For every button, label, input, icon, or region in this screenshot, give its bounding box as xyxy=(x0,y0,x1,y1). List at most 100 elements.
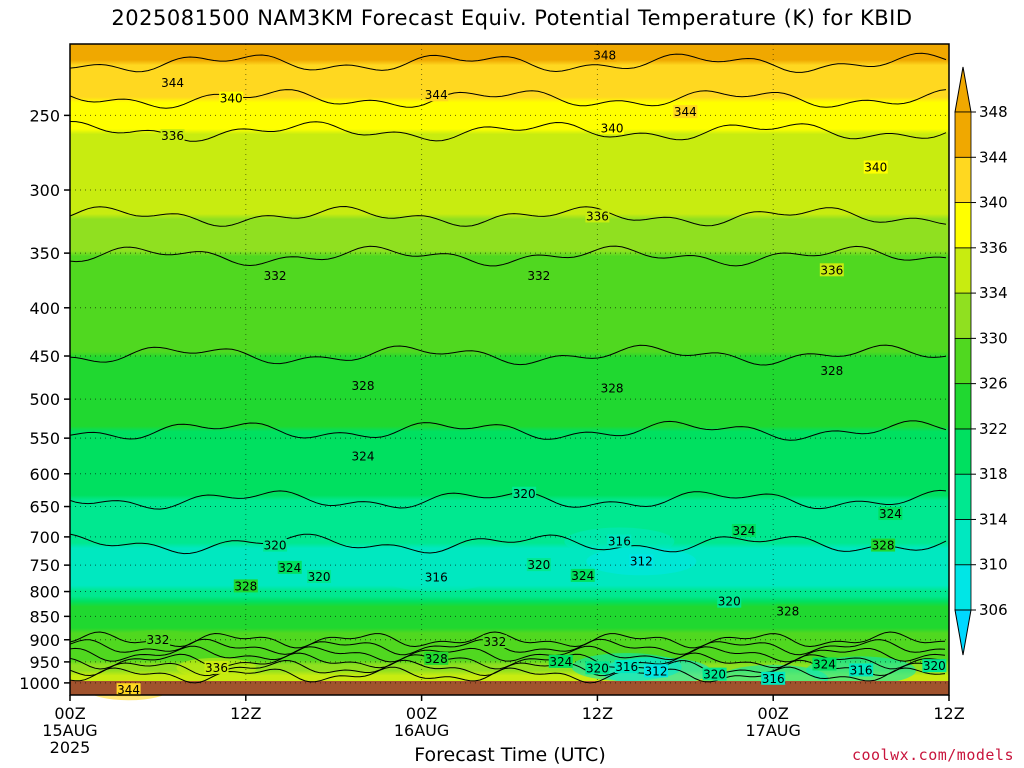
contour-label-bg xyxy=(351,449,375,463)
contour-line xyxy=(69,666,946,684)
contour-labels: 348 344 344 344 340 340 340 336 336 336 332 332 328 3… xyxy=(116,48,947,697)
y-tick-label: 400 xyxy=(29,299,60,318)
contour-label: 320 xyxy=(923,659,946,673)
contour-label-bg xyxy=(526,268,551,282)
contour-label: 320 xyxy=(718,595,741,609)
contour-label: 332 xyxy=(264,269,287,283)
contour-label: 320 xyxy=(527,558,550,572)
colorbar-label: 318 xyxy=(979,465,1008,483)
contour-label: 316 xyxy=(608,535,631,549)
axes: 250 300 350 400 450 500 550 600 650 700 750 800 850 9… xyxy=(19,43,965,757)
y-tick-label: 1000 xyxy=(19,674,60,693)
contour-label-bg xyxy=(819,364,844,378)
contour-label: 328 xyxy=(352,379,375,393)
x-tick-label: 00Z xyxy=(758,704,789,723)
colorbar-arrow-bottom xyxy=(954,609,972,656)
colorbar-label: 340 xyxy=(979,194,1008,212)
contour-label-bg xyxy=(219,91,244,105)
contour-line xyxy=(69,631,946,649)
chart-title: 2025081500 NAM3KM Forecast Equiv. Potent… xyxy=(111,6,913,30)
x-tick-year: 2025 xyxy=(50,738,91,757)
contour-label-bg xyxy=(424,88,449,102)
contour-label-bg xyxy=(644,664,668,678)
contour-label-bg xyxy=(819,263,844,277)
contour-label-bg xyxy=(424,651,449,665)
contour-label: 332 xyxy=(527,269,550,283)
contour-label: 344 xyxy=(161,76,184,90)
contour-label-bg xyxy=(673,105,698,119)
contour-label-bg xyxy=(614,660,639,674)
contour-label-bg xyxy=(812,657,837,671)
x-tick-date: 15AUG xyxy=(42,721,97,740)
contour-label: 316 xyxy=(850,663,873,677)
y-tick-label: 250 xyxy=(29,106,60,125)
y-tick-label: 500 xyxy=(29,390,60,409)
contour-lines xyxy=(69,52,947,684)
contour-label: 344 xyxy=(117,683,140,697)
contour-label: 336 xyxy=(205,661,228,675)
colorbar-segment xyxy=(954,337,972,385)
colorbar-segment xyxy=(954,428,972,475)
contour-label-bg xyxy=(585,209,610,223)
contour-label-bg xyxy=(849,663,874,677)
x-axis-label: Forecast Time (UTC) xyxy=(414,744,606,766)
contour-label-bg xyxy=(731,523,756,537)
colorbar-segment xyxy=(954,292,972,339)
contour-label: 340 xyxy=(601,121,624,135)
contour-label-bg xyxy=(512,486,537,500)
contour-line xyxy=(69,344,947,366)
contour-label-bg xyxy=(233,579,258,593)
contour-label-bg xyxy=(263,538,288,552)
contour-label-bg xyxy=(607,534,632,548)
contour-label-bg xyxy=(761,671,786,685)
contour-label-bg xyxy=(775,604,800,618)
contour-label: 332 xyxy=(483,635,506,649)
contour-label: 316 xyxy=(615,660,638,674)
contour-label: 320 xyxy=(703,668,726,682)
contour-label-bg xyxy=(592,48,617,62)
contour-label: 336 xyxy=(820,263,843,277)
colorbar-label: 322 xyxy=(979,420,1008,438)
y-tick-label: 850 xyxy=(29,607,60,626)
credit-text: coolwx.com/models xyxy=(851,746,1014,764)
contour-label-bg xyxy=(116,683,141,697)
y-tick-label: 550 xyxy=(29,429,60,448)
contour-label: 324 xyxy=(278,561,301,575)
colorbar-label: 348 xyxy=(979,103,1008,121)
contour-label-bg xyxy=(160,129,185,143)
y-tick-label: 750 xyxy=(29,556,60,575)
colorbar-segment xyxy=(954,473,972,520)
contour-label: 344 xyxy=(674,105,697,119)
colorbar-label: 314 xyxy=(979,510,1008,528)
colorbar-segment xyxy=(954,111,972,158)
contour-label: 336 xyxy=(586,209,609,223)
contour-label: 344 xyxy=(425,88,448,102)
contour-label-bg xyxy=(871,538,896,552)
plot-frame xyxy=(69,43,950,696)
colorbar-segment xyxy=(954,247,972,294)
contour-label: 312 xyxy=(645,664,668,678)
contour-label-bg xyxy=(145,632,170,646)
contour-line xyxy=(69,89,947,109)
contour-line xyxy=(69,420,947,441)
contour-label: 324 xyxy=(879,507,902,521)
y-tick-label: 350 xyxy=(29,244,60,263)
contour-label-bg xyxy=(585,661,610,675)
colorbar-arrow-top xyxy=(954,66,972,113)
x-tick-date: 16AUG xyxy=(394,721,449,740)
colorbar-segment xyxy=(954,564,972,611)
contour-label: 324 xyxy=(571,569,594,583)
contour-label-bg xyxy=(629,554,654,568)
contour-label-bg xyxy=(160,76,185,90)
colorbar-label: 334 xyxy=(979,284,1008,302)
colorbar-label: 330 xyxy=(979,329,1008,347)
colorbar-label: 326 xyxy=(979,375,1008,393)
colorbar-segment xyxy=(954,519,972,566)
contour-label: 328 xyxy=(872,539,895,553)
contour-label-bg xyxy=(600,381,625,395)
contour-label: 316 xyxy=(762,672,785,686)
contour-label: 320 xyxy=(586,661,609,675)
contour-label-bg xyxy=(204,660,229,674)
contour-label-bg xyxy=(548,654,573,668)
y-tick-label: 950 xyxy=(29,653,60,672)
